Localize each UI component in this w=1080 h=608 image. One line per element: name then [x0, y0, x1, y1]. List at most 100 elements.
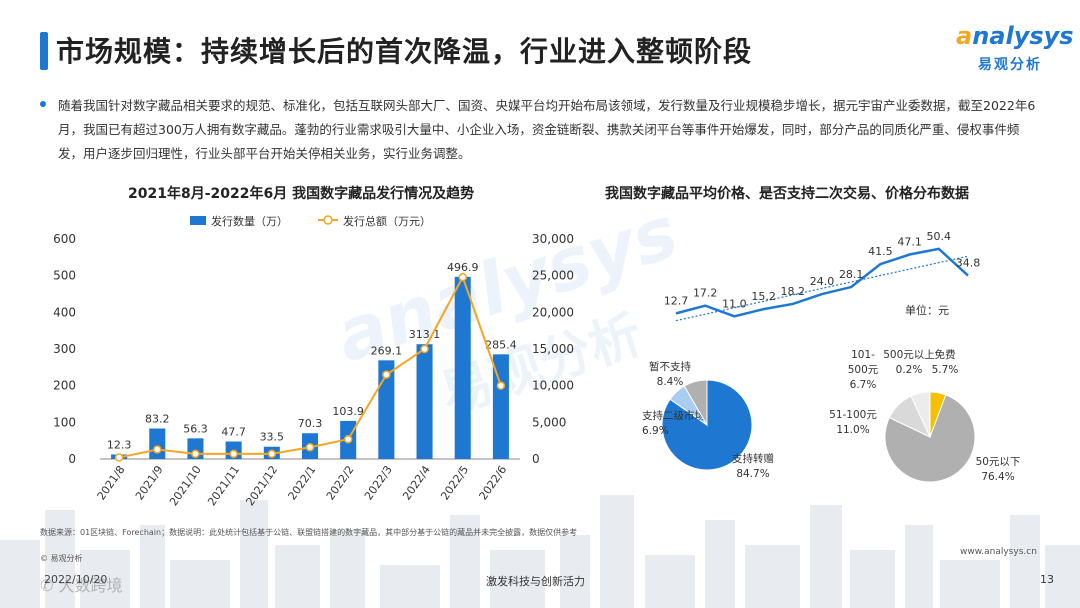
left-y-axis: 0 100 200 300 400 500 600 — [53, 232, 76, 466]
left-y-tick-label: 600 — [53, 232, 76, 246]
legend-bar-swatch — [190, 216, 206, 225]
copyright: © 易观分析 — [40, 554, 83, 563]
x-tick-labels: 2021/8 2021/9 2021/10 2021/11 2021/12 2022/1 2… — [95, 463, 510, 508]
amount-point — [305, 443, 315, 452]
right-y-tick-label: 30,000 — [532, 232, 574, 246]
avg-price-trendline — [675, 255, 969, 322]
x-tick-label: 2022/5 — [438, 463, 471, 502]
amount-point — [191, 449, 200, 459]
bar-value-label: 269.1 — [371, 344, 403, 357]
bar — [416, 344, 433, 459]
intro-paragraph: 随着我国针对数字藏品相关要求的规范、标准化，包括互联网头部大厂、国资、央媒平台均… — [58, 98, 1036, 161]
amount-point — [343, 434, 353, 444]
data-source-note: 数据来源：01区块链、Forechain；数据说明：此处统计包括基于公链、联盟链… — [40, 528, 578, 537]
bar-value-label: 496.9 — [447, 261, 479, 274]
legend-line-marker — [323, 215, 333, 225]
left-y-tick-label: 400 — [53, 305, 76, 319]
pie-label: 免费 — [935, 348, 956, 361]
price-value-label: 50.4 — [927, 230, 952, 243]
x-tick-label: 2021/9 — [133, 463, 166, 502]
pie-label: 5.7% — [932, 364, 959, 376]
pie-label: 11.0% — [836, 424, 869, 436]
legend-label-count: 发行数量（万） — [211, 214, 288, 228]
left-y-tick-label: 200 — [53, 379, 76, 393]
x-tick-label: 2022/6 — [477, 463, 510, 502]
amount-point — [153, 445, 162, 454]
bar-value-label: 12.3 — [107, 438, 132, 451]
title-accent-bar — [40, 32, 48, 70]
pie-slice — [929, 391, 947, 438]
logo-cn-text: 易观分析 — [978, 57, 1042, 73]
amount-point — [458, 272, 467, 282]
pie-label: 支持二级市场 — [642, 409, 705, 422]
report-date: 2022/10/20 — [44, 573, 108, 586]
footer-slogan: 激发科技与创新活力 — [486, 575, 585, 588]
x-tick-label: 2021/8 — [95, 463, 128, 502]
bar — [149, 428, 166, 459]
pie-label: 6.9% — [642, 425, 669, 437]
bar-value-label: 47.7 — [221, 426, 246, 439]
pie-label: 500元以上 — [883, 349, 935, 361]
logo-wordmark: analysys — [956, 22, 1074, 50]
price-value-label: 47.1 — [897, 236, 922, 249]
x-tick-label: 2021/12 — [243, 463, 280, 508]
x-tick-label: 2022/3 — [362, 463, 395, 502]
bar-value-label: 83.2 — [145, 412, 170, 425]
bar-value-label: 56.3 — [183, 422, 208, 435]
pie-slice — [884, 394, 976, 483]
right-y-tick-label: 0 — [532, 452, 540, 466]
analysys-logo: analysys 易观分析 — [956, 18, 1074, 78]
price-value-label: 18.2 — [781, 285, 806, 298]
pie-label: 8.4% — [657, 376, 684, 388]
left-y-tick-label: 0 — [68, 452, 76, 466]
pie-label: 50元以下 — [976, 456, 1021, 468]
bar — [492, 354, 509, 459]
site-url[interactable]: www.analysys.cn — [960, 547, 1037, 557]
left-chart-title: 2021年8月-2022年6月 我国数字藏品发行情况及趋势 — [128, 186, 475, 202]
secondary-trade-pie: 支持转赠 84.7% 支持二级市场 6.9% 暂不支持 8.4% — [642, 360, 774, 480]
left-y-tick-label: 500 — [53, 269, 76, 283]
bar-value-label: 285.4 — [485, 338, 516, 351]
page-number: 13 — [1040, 573, 1054, 586]
bar-value-labels: 12.3 83.2 56.3 47.7 33.5 70.3 103.9 269.1 313.1 4… — [107, 261, 517, 452]
price-value-label: 12.7 — [664, 294, 689, 307]
amount-point — [267, 449, 277, 459]
x-tick-label: 2022/2 — [324, 463, 357, 502]
pie-label: 51-100元 — [829, 409, 877, 421]
right-y-tick-label: 5,000 — [532, 415, 566, 429]
pie-label: 101- — [851, 349, 875, 361]
bar-value-label: 33.5 — [260, 431, 285, 444]
right-y-tick-label: 15,000 — [532, 342, 574, 356]
unit-label: 单位：元 — [905, 303, 949, 317]
amount-point — [114, 453, 124, 462]
amount-line — [118, 274, 502, 459]
city-skyline-background — [0, 495, 1080, 608]
x-tick-label: 2021/11 — [205, 463, 242, 508]
legend-label-amount: 发行总额（万元） — [343, 214, 431, 228]
left-y-tick-label: 300 — [53, 342, 76, 356]
bar-value-label: 313.1 — [409, 328, 441, 341]
amount-point — [229, 449, 238, 459]
pie-label: 500元 — [848, 364, 879, 376]
amount-line-series — [114, 272, 506, 462]
price-value-label: 24.0 — [810, 275, 835, 288]
amount-point — [420, 344, 429, 354]
pie-label: 76.4% — [981, 471, 1014, 483]
right-y-tick-label: 20,000 — [532, 305, 574, 319]
pie-label: 支持转赠 — [732, 452, 774, 465]
price-value-label: 41.5 — [868, 245, 893, 258]
right-y-axis: 0 5,000 10,000 15,000 20,000 25,000 30,000 — [532, 232, 574, 466]
pie-slice — [661, 379, 753, 471]
x-tick-label: 2022/1 — [286, 463, 319, 502]
bar — [454, 276, 471, 459]
bullet-dot-icon — [40, 101, 46, 107]
pie-label: 84.7% — [736, 468, 769, 480]
price-value-label: 28.1 — [839, 268, 864, 281]
right-y-tick-label: 25,000 — [532, 269, 574, 283]
legend: 发行数量（万） 发行总额（万元） — [190, 214, 431, 228]
price-value-label: 34.8 — [956, 257, 981, 270]
avg-price-line-series: 12.7 17.2 11.0 15.2 18.2 24.0 28.1 41.5 47.1 50.4… — [664, 230, 981, 322]
issuance-bar-line-chart: 发行数量（万） 发行总额（万元） 0 100 200 300 400 500 600 0 5,… — [53, 214, 574, 508]
price-value-label: 15.2 — [751, 290, 776, 303]
pie-label: 0.2% — [896, 364, 923, 376]
